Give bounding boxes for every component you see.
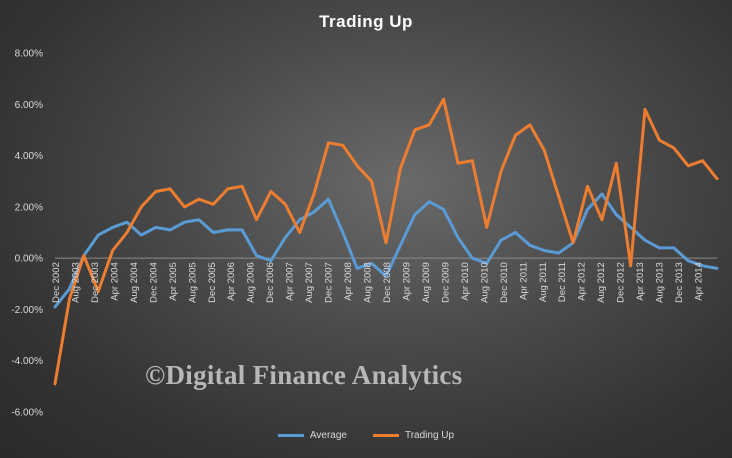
x-tick-label: Aug 2005 xyxy=(187,262,198,303)
legend-label-average: Average xyxy=(309,430,347,441)
legend-item-trading-up: Trading Up xyxy=(372,430,455,441)
y-tick-label: -4.00% xyxy=(11,356,43,367)
x-tick-label: Aug 2008 xyxy=(363,262,374,303)
x-tick-label: Apr 2009 xyxy=(401,262,412,301)
chart-title: Trading Up xyxy=(319,12,413,31)
x-tick-label: Apr 2007 xyxy=(285,262,296,301)
x-tick-label: Dec 2003 xyxy=(90,262,101,303)
x-tick-label: Dec 2011 xyxy=(557,262,568,302)
x-tick-label: Apr 2008 xyxy=(343,262,354,301)
x-tick-label: Apr 2010 xyxy=(460,262,471,301)
y-tick-label: 4.00% xyxy=(15,151,43,162)
legend-label-trading-up: Trading Up xyxy=(404,430,455,441)
x-tick-label: Aug 2013 xyxy=(655,262,666,303)
legend-swatch-trading-up xyxy=(372,434,399,437)
watermark-text: ©Digital Finance Analytics xyxy=(145,360,463,390)
x-tick-label: Dec 2005 xyxy=(207,262,218,303)
x-tick-label: Dec 2007 xyxy=(324,262,335,303)
x-tick-label: Apr 2011 xyxy=(518,262,529,300)
x-tick-label: Dec 2006 xyxy=(265,262,276,303)
legend-swatch-average xyxy=(277,434,304,437)
y-tick-label: 6.00% xyxy=(15,100,43,111)
x-tick-label: Apr 2005 xyxy=(168,262,179,301)
legend: Average Trading Up xyxy=(0,430,732,441)
series-line-trading-up xyxy=(53,97,719,386)
y-tick-label: -6.00% xyxy=(11,408,43,419)
x-tick-label: Aug 2003 xyxy=(70,262,81,303)
x-tick-label: Dec 2009 xyxy=(440,262,451,303)
x-tick-label: Apr 2004 xyxy=(109,262,120,301)
x-tick-label: Aug 2012 xyxy=(596,262,607,303)
x-tick-label: Dec 2004 xyxy=(148,262,159,303)
y-tick-label: 8.00% xyxy=(15,49,43,60)
x-tick-label: Apr 2012 xyxy=(577,262,588,301)
y-tick-label: -2.00% xyxy=(11,305,43,316)
x-tick-label: Apr 2014 xyxy=(694,262,705,301)
x-tick-label: Aug 2007 xyxy=(304,262,315,303)
x-tick-label: Dec 2012 xyxy=(616,262,627,303)
x-tick-label: Aug 2009 xyxy=(421,262,432,303)
y-tick-label: 0.00% xyxy=(15,254,43,265)
x-tick-label: Apr 2006 xyxy=(226,262,237,301)
legend-item-average: Average xyxy=(277,430,347,441)
x-tick-label: Dec 2002 xyxy=(51,262,62,303)
x-tick-label: Aug 2011 xyxy=(538,262,549,302)
x-tick-label: Aug 2004 xyxy=(129,262,140,303)
y-tick-label: 2.00% xyxy=(15,202,43,213)
x-tick-label: Dec 2010 xyxy=(499,262,510,303)
x-tick-label: Aug 2010 xyxy=(479,262,490,303)
x-tick-label: Dec 2013 xyxy=(674,262,685,303)
x-tick-label: Aug 2006 xyxy=(246,262,257,303)
x-tick-label: Apr 2013 xyxy=(635,262,646,301)
x-tick-label: Dec 2008 xyxy=(382,262,393,303)
